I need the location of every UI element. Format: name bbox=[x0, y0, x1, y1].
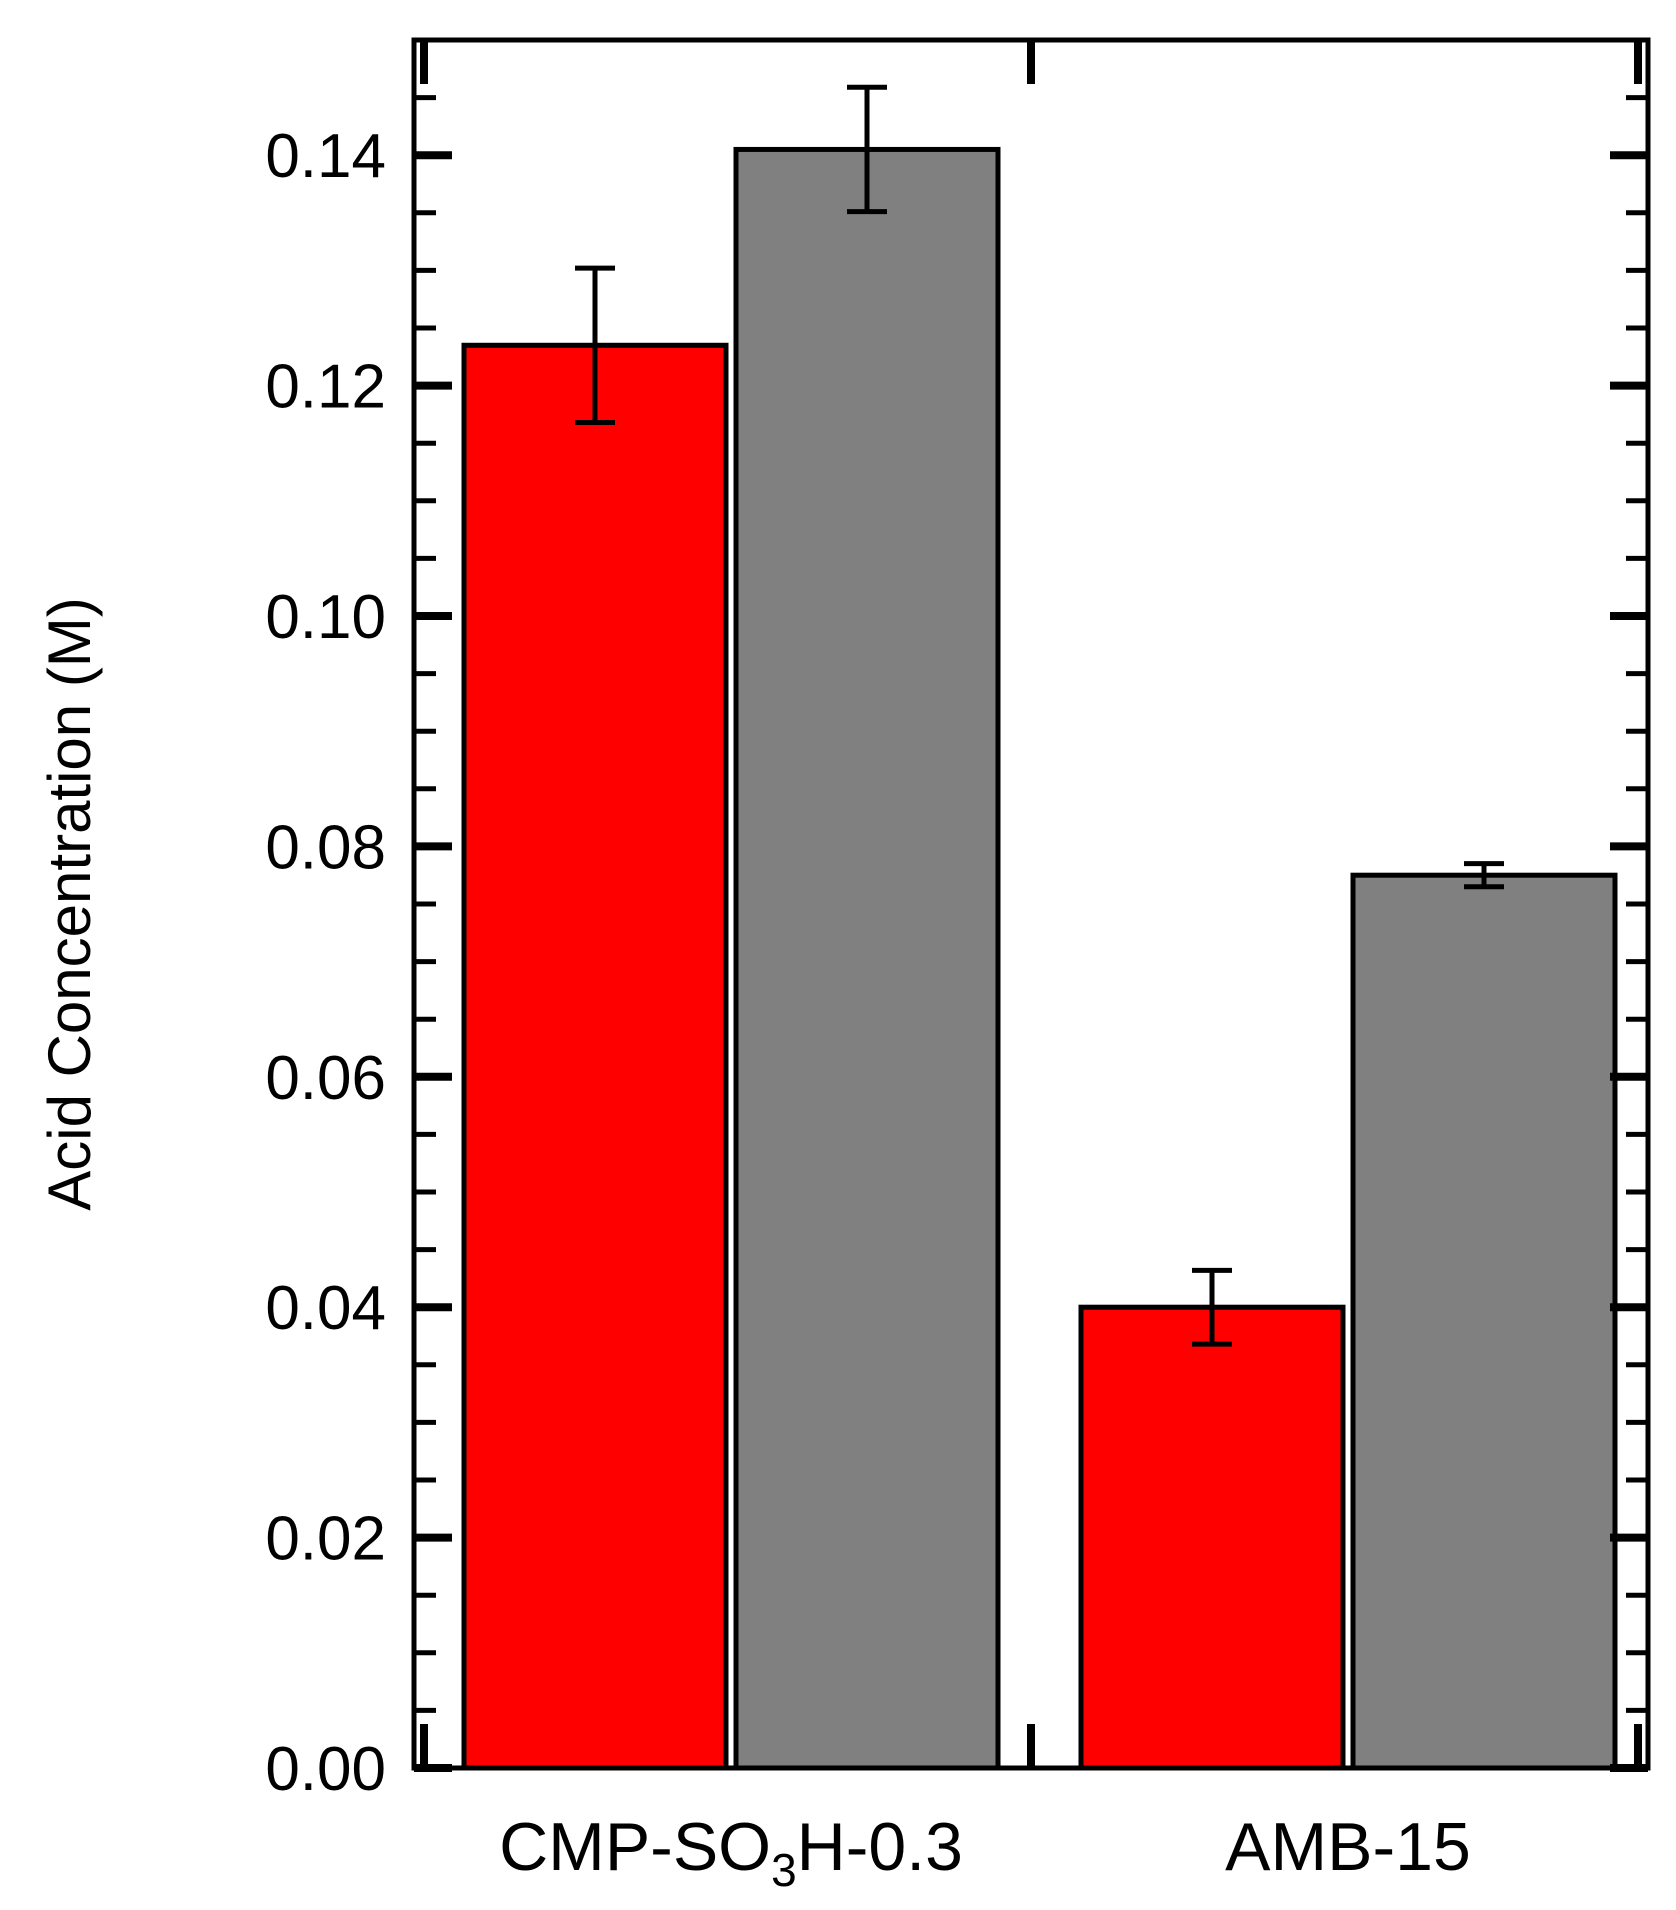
y-tick-label: 0.12 bbox=[265, 353, 386, 422]
y-tick-label: 0.02 bbox=[265, 1505, 386, 1574]
error-bar-1-series-2 bbox=[847, 84, 887, 215]
x-category-label-2: AMB-15 bbox=[1225, 1809, 1471, 1885]
bar-2-series-1 bbox=[1078, 1304, 1346, 1771]
y-tick-labels: 0.00 0.02 0.04 0.06 0.08 0.10 0.12 0.14 bbox=[265, 122, 386, 1804]
error-bars-layer bbox=[575, 84, 1504, 1347]
y-tick-label: 0.06 bbox=[265, 1044, 386, 1113]
bar-1-series-1 bbox=[461, 342, 729, 1771]
y-tick-label: 0.10 bbox=[265, 583, 386, 652]
x-category-labels: CMP-SO3H-0.3 AMB-15 bbox=[499, 1809, 1471, 1896]
y-tick-label: 0.00 bbox=[265, 1735, 386, 1804]
error-bar-2-series-1 bbox=[1192, 1267, 1232, 1347]
y-tick-label: 0.08 bbox=[265, 813, 386, 882]
error-bar-2-series-2 bbox=[1464, 861, 1504, 890]
bar-2-series-2 bbox=[1350, 872, 1618, 1771]
x-category-label-1: CMP-SO3H-0.3 bbox=[499, 1809, 963, 1896]
bars-layer bbox=[461, 146, 1618, 1771]
y-axis-title: Acid Concentration (M) bbox=[36, 597, 103, 1211]
y-tick-label: 0.04 bbox=[265, 1274, 386, 1343]
error-bar-1-series-1 bbox=[575, 265, 615, 425]
y-tick-label: 0.14 bbox=[265, 122, 386, 191]
plot-frame bbox=[411, 37, 1651, 1771]
bar-1-series-2 bbox=[733, 146, 1001, 1771]
